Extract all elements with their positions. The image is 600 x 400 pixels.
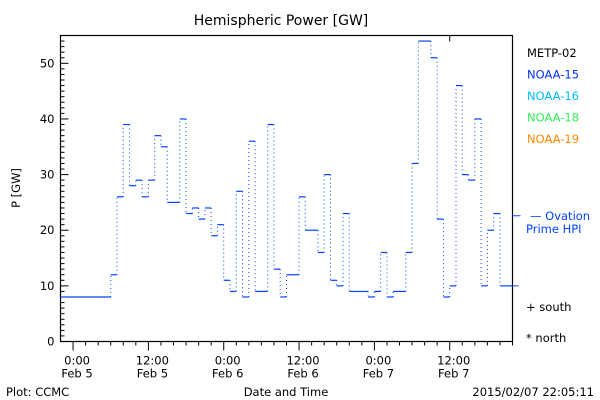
y-tick-label: 10: [40, 279, 55, 293]
plot-frame: [59, 34, 514, 343]
chart-title: Hemispheric Power [GW]: [194, 13, 369, 29]
legend-entry-metp-02: METP-02: [527, 46, 577, 60]
footer-timestamp: 2015/02/07 22:05:11: [472, 385, 594, 399]
series-group: [60, 40, 521, 298]
legend-entry-noaa-19: NOAA-19: [527, 132, 579, 146]
x-axis-label: Date and Time: [244, 385, 329, 399]
legend-entry-noaa-18: NOAA-18: [527, 111, 579, 125]
y-tick-label: 30: [40, 168, 55, 182]
legend: METP-02 NOAA-15 NOAA-16 NOAA-18 NOAA-19: [527, 46, 579, 146]
y-tick-label: 0: [47, 335, 54, 349]
legend-entry-noaa-15: NOAA-15: [527, 68, 579, 82]
north-label: * north: [526, 331, 566, 345]
y-tick-label: 20: [40, 223, 55, 237]
legend-entry-noaa-16: NOAA-16: [527, 89, 579, 103]
x-tick-label-date: Feb 6: [287, 367, 318, 381]
ovation-label-line1: — Ovation: [530, 209, 590, 223]
x-tick-label-date: Feb 7: [363, 367, 394, 381]
south-label: + south: [526, 300, 571, 314]
x-tick-label-date: Feb 6: [212, 367, 243, 381]
x-tick-label-time: 0:00: [365, 354, 391, 368]
x-tick-label-date: Feb 7: [438, 367, 469, 381]
x-tick-label-time: 12:00: [136, 354, 169, 368]
footer-plot-credit: Plot: CCMC: [6, 385, 69, 399]
x-tick-label-time: 0:00: [215, 354, 241, 368]
y-tick-label: 50: [40, 56, 55, 70]
x-tick-label-time: 12:00: [286, 354, 319, 368]
x-tick-label-date: Feb 5: [61, 367, 92, 381]
y-tick-label: 40: [40, 112, 55, 126]
y-axis-label: P [GW]: [9, 168, 23, 208]
x-tick-label-time: 12:00: [437, 354, 470, 368]
ovation-label-line2: Prime HPI: [526, 222, 582, 236]
x-tick-label-time: 0:00: [64, 354, 90, 368]
x-tick-label-date: Feb 5: [137, 367, 168, 381]
